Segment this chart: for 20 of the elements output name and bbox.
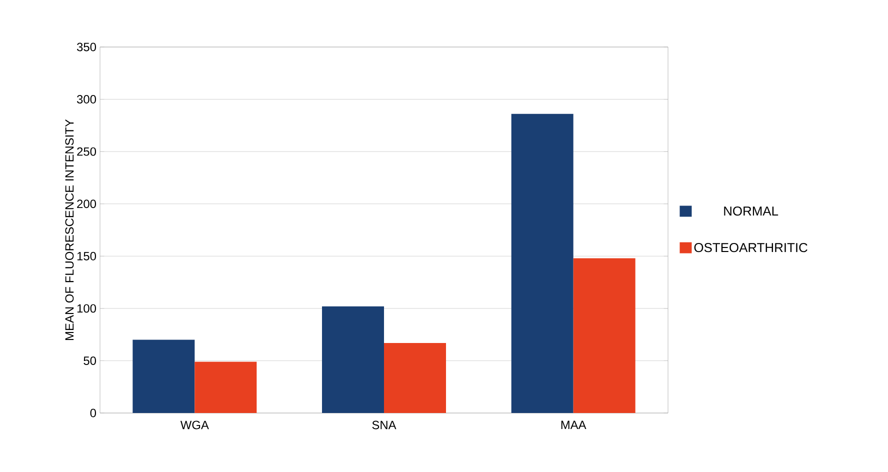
bar	[194, 362, 257, 413]
y-tick-label: 200	[77, 200, 96, 208]
bar	[132, 340, 195, 413]
bar	[384, 342, 446, 413]
y-tick-label: 100	[77, 304, 96, 313]
y-tick-label: 0	[90, 408, 96, 418]
bar	[511, 114, 574, 413]
x-tick-label: MAA	[561, 420, 586, 429]
bar	[573, 258, 636, 413]
x-tick-label: SNA	[372, 420, 396, 430]
y-tick-label: 350	[76, 42, 96, 52]
y-tick-label: 50	[84, 356, 96, 365]
y-tick-label: 300	[76, 95, 96, 104]
y-tick-label: 250	[77, 147, 96, 156]
y-tick-label: 150	[77, 252, 96, 260]
x-tick-label: WGA	[180, 420, 209, 430]
legend-label: OSTEOARTHRITIC	[694, 242, 808, 252]
y-axis-title: MEAN OF FLUORESCENCE INTENSITY	[65, 119, 74, 340]
bar	[322, 306, 384, 413]
text: NORMAL	[724, 206, 778, 216]
